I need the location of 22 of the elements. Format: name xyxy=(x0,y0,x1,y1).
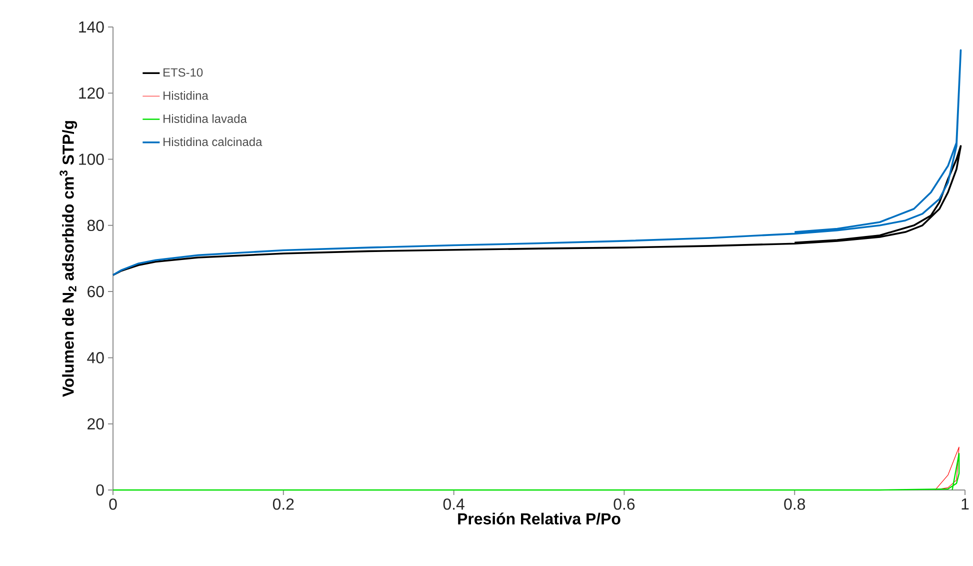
x-axis-title: Presión Relativa P/Po xyxy=(458,512,620,525)
y-tick-label: 20 xyxy=(88,418,104,430)
x-tick-label: 0 xyxy=(109,498,117,510)
y-tick-label: 100 xyxy=(79,154,104,165)
line-series xyxy=(112,49,962,276)
x-tick-label: 1 xyxy=(962,498,969,510)
y-axis-title: Volumen de N$_{2}$ adsorbido cm$^{3}$ STP/g xyxy=(60,121,78,397)
y-tick-label: 0 xyxy=(96,484,104,496)
y-tick-label: 80 xyxy=(87,220,104,232)
legend-label: Histidina xyxy=(164,91,208,100)
legend-label: Histidina calcinada xyxy=(164,137,262,146)
y-tick-label: 120 xyxy=(79,87,104,99)
x-tick-label: 0.2 xyxy=(272,498,294,510)
legend-label: Histidina lavada xyxy=(164,114,247,123)
line-series xyxy=(934,446,960,490)
y-tick-label: 40 xyxy=(87,352,104,364)
y-tick-label: 140 xyxy=(79,21,104,33)
x-tick-label: 0.4 xyxy=(443,498,464,510)
x-tick-label: 0.8 xyxy=(784,498,805,510)
x-tick-label: 0.6 xyxy=(614,498,635,510)
y-tick-label: 60 xyxy=(88,286,104,298)
legend-label: ETS-10 xyxy=(164,68,203,77)
